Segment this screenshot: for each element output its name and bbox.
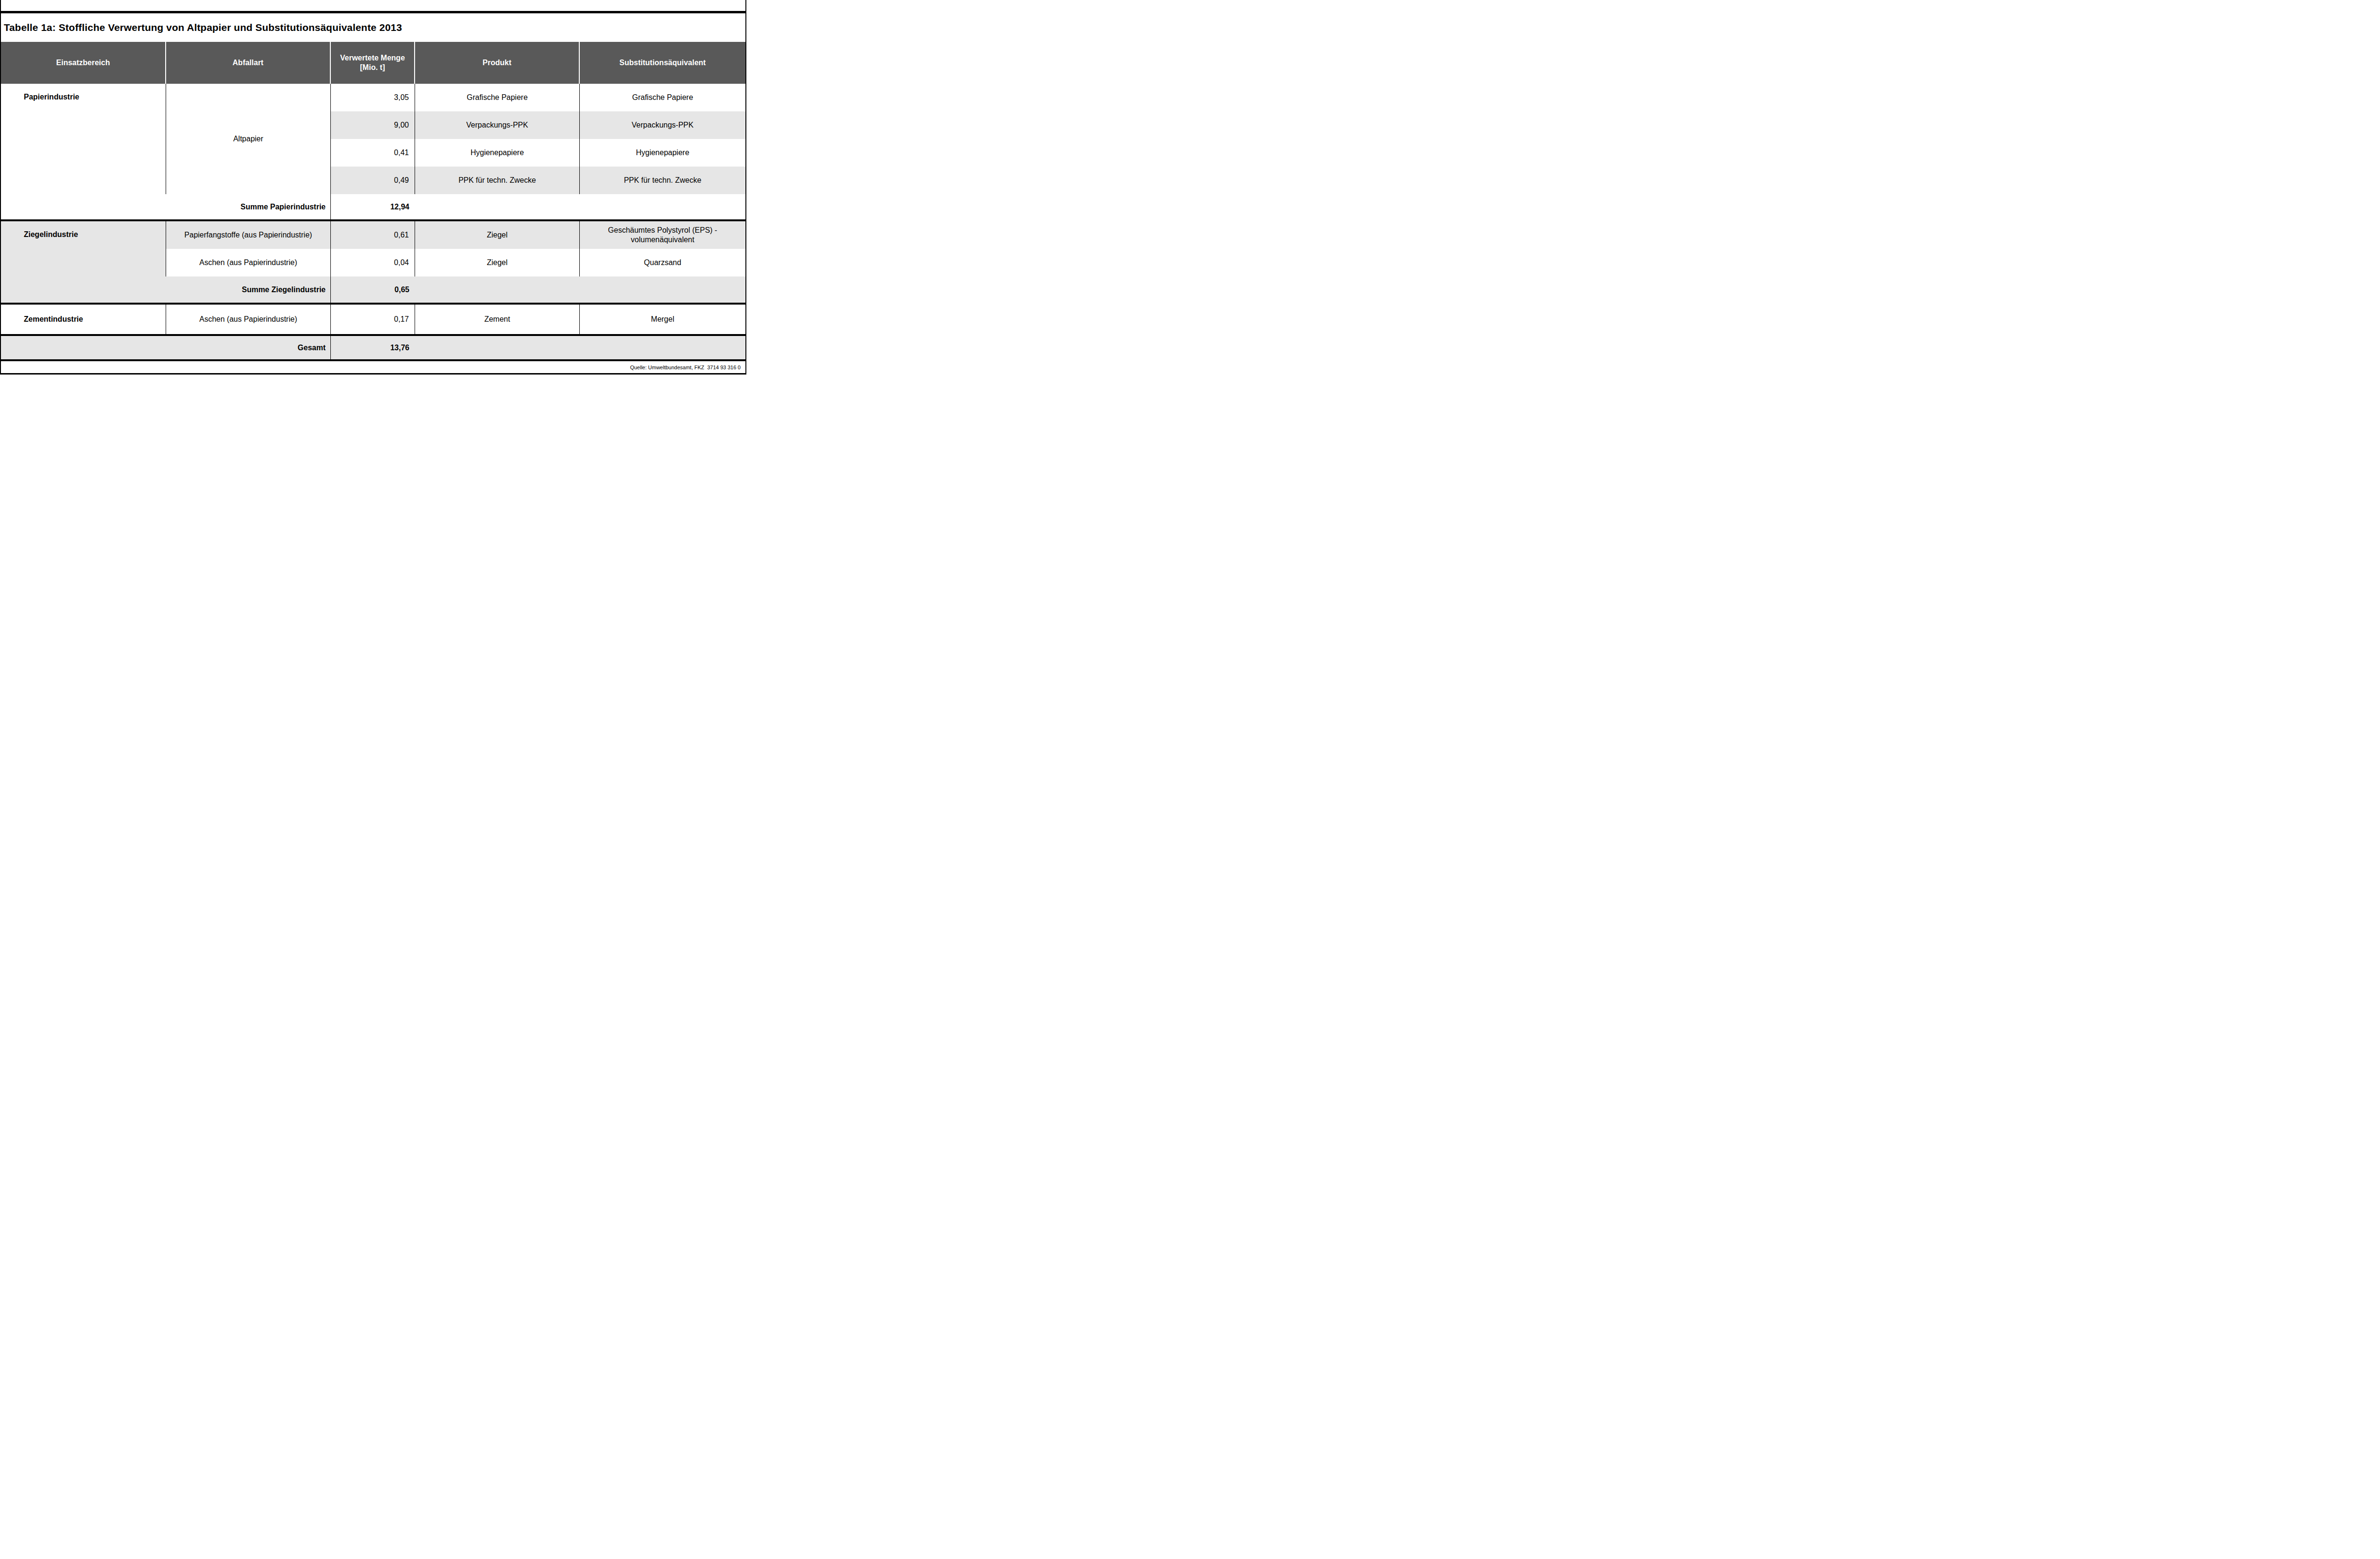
cell-zement-abfallart: Aschen (aus Papierindustrie) [166, 305, 331, 334]
cell-ziegel-produkt-1: Ziegel [415, 249, 580, 276]
cell-papier-produkt-2: Hygienepapiere [415, 139, 580, 167]
bottom-bar [1, 373, 745, 375]
cell-papier-substitution-3: PPK für techn. Zwecke [580, 167, 745, 194]
cell-papier-menge-0: 3,05 [331, 84, 415, 111]
cell-summe-papier-menge: 12,94 [331, 194, 415, 219]
cell-papier-menge-3: 0,49 [331, 167, 415, 194]
header-cell-substitution: Substitutionsäquivalent [580, 42, 745, 84]
page: Tabelle 1a: Stoffliche Verwertung von Al… [0, 0, 746, 375]
cell-ziegel-substitution-1: Quarzsand [580, 249, 745, 276]
cell-papier-produkt-0: Grafische Papiere [415, 84, 580, 111]
cell-summe-papier-empty [415, 194, 745, 219]
cell-zement-einsatzbereich: Zementindustrie [1, 305, 166, 334]
cell-papier-produkt-3: PPK für techn. Zwecke [415, 167, 580, 194]
section-papierindustrie: Papierindustrie Altpapier 3,05 Grafische… [1, 84, 745, 219]
cell-zement-produkt: Zement [415, 305, 580, 334]
section-ziegelindustrie: Ziegelindustrie Papierfangstoffe (aus Pa… [1, 221, 745, 303]
cell-ziegel-produkt-0: Ziegel [415, 221, 580, 249]
cell-ziegel-menge-1: 0,04 [331, 249, 415, 276]
section-zementindustrie: Zementindustrie Aschen (aus Papierindust… [1, 305, 745, 334]
cell-papier-abfallart: Altpapier [166, 84, 331, 194]
table-header: Einsatzbereich Abfallart Verwertete Meng… [1, 42, 745, 84]
cell-zement-menge: 0,17 [331, 305, 415, 334]
cell-ziegel-abfallart-1: Aschen (aus Papierindustrie) [166, 249, 331, 276]
header-menge-line2: [Mio. t] [360, 63, 385, 71]
header-cell-abfallart: Abfallart [166, 42, 331, 84]
cell-summe-ziegel-menge: 0,65 [331, 276, 415, 303]
cell-ziegel-abfallart-0: Papierfangstoffe (aus Papierindustrie) [166, 221, 331, 249]
source-note: Quelle: Umweltbundesamt, FKZ 3714 93 316… [1, 361, 745, 373]
header-cell-produkt: Produkt [415, 42, 580, 84]
cell-papier-produkt-1: Verpackungs-PPK [415, 111, 580, 139]
top-margin [1, 0, 745, 11]
cell-summe-papier-label: Summe Papierindustrie [1, 194, 331, 219]
cell-summe-ziegel-empty [415, 276, 745, 303]
cell-ziegel-menge-0: 0,61 [331, 221, 415, 249]
cell-summe-ziegel-label: Summe Ziegelindustrie [1, 276, 331, 303]
cell-papier-substitution-0: Grafische Papiere [580, 84, 745, 111]
cell-papier-einsatzbereich: Papierindustrie [1, 84, 166, 194]
cell-zement-substitution: Mergel [580, 305, 745, 334]
cell-ziegel-einsatzbereich: Ziegelindustrie [1, 221, 166, 276]
cell-gesamt-empty [415, 336, 745, 359]
cell-gesamt-menge: 13,76 [331, 336, 415, 359]
section-gesamt: Gesamt 13,76 [1, 336, 745, 359]
cell-papier-menge-2: 0,41 [331, 139, 415, 167]
table-title: Tabelle 1a: Stoffliche Verwertung von Al… [1, 13, 745, 42]
cell-papier-substitution-1: Verpackungs-PPK [580, 111, 745, 139]
header-cell-einsatzbereich: Einsatzbereich [1, 42, 166, 84]
header-cell-menge: Verwertete Menge [Mio. t] [331, 42, 415, 84]
cell-ziegel-substitution-0: Geschäumtes Polystyrol (EPS) - volumenäq… [580, 221, 745, 249]
header-menge-line1: Verwertete Menge [340, 54, 405, 62]
cell-papier-substitution-2: Hygienepapiere [580, 139, 745, 167]
cell-gesamt-label: Gesamt [1, 336, 331, 359]
cell-papier-menge-1: 9,00 [331, 111, 415, 139]
